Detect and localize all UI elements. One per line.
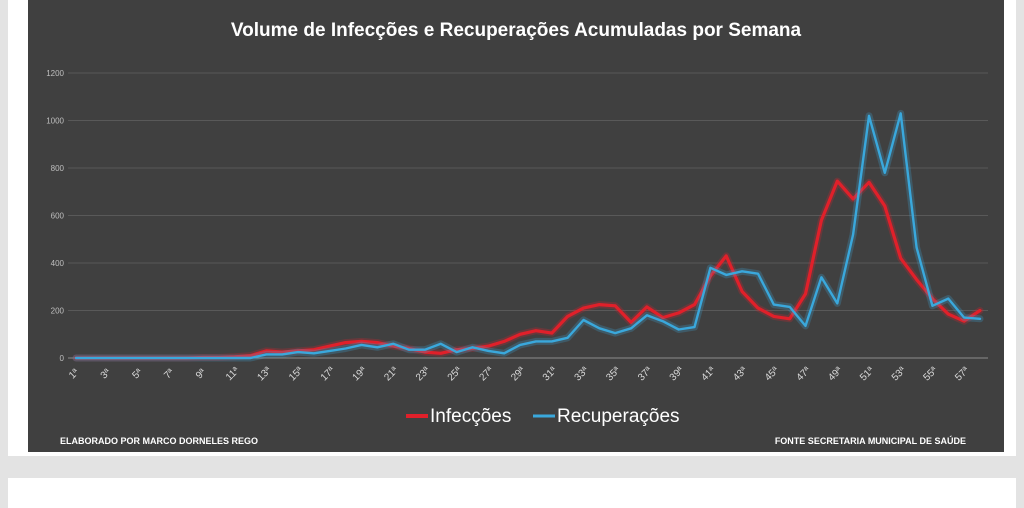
x-tick-label: 19ª bbox=[351, 365, 369, 383]
x-tick-label: 45ª bbox=[763, 365, 781, 383]
chart-panel: Volume de Infecções e Recuperações Acumu… bbox=[28, 0, 1004, 452]
chart-title: Volume de Infecções e Recuperações Acumu… bbox=[230, 20, 802, 41]
x-tick-label: 53ª bbox=[890, 365, 908, 383]
source-credit: FONTE SECRETARIA MUNICIPAL DE SAÚDE bbox=[774, 436, 966, 446]
author-credit: ELABORADO POR MARCO DORNELES REGO bbox=[60, 436, 259, 446]
x-tick-label: 33ª bbox=[573, 365, 591, 383]
x-tick-label: 35ª bbox=[604, 365, 622, 383]
x-tick-label: 27ª bbox=[477, 365, 495, 383]
next-card bbox=[8, 478, 1016, 508]
x-tick-label: 9ª bbox=[194, 367, 209, 382]
x-tick-label: 1ª bbox=[67, 367, 82, 382]
x-tick-label: 29ª bbox=[509, 365, 527, 383]
x-tick-label: 41ª bbox=[699, 365, 717, 383]
series-line-recuperacoes bbox=[74, 112, 982, 360]
x-tick-label: 15ª bbox=[287, 365, 305, 383]
line-chart: 0 200 400 600 800 1000 1200 1ª 3ª 5ª 7ª 9ª 11ª 13ª 15ª… bbox=[46, 69, 988, 427]
x-tick-label: 31ª bbox=[541, 365, 559, 383]
x-tick-label: 3ª bbox=[99, 367, 114, 382]
x-tick-label: 51ª bbox=[858, 365, 876, 383]
x-tick-label: 21ª bbox=[382, 365, 400, 383]
legend-recuperacoes-label: Recuperações bbox=[557, 406, 680, 427]
x-tick-label: 43ª bbox=[731, 365, 749, 383]
x-tick-label: 55ª bbox=[922, 365, 940, 383]
series-glow-1 bbox=[72, 109, 984, 362]
y-tick-label: 200 bbox=[51, 307, 65, 316]
x-tick-label: 23ª bbox=[414, 365, 432, 383]
y-tick-label: 1200 bbox=[46, 69, 64, 78]
y-tick-label: 800 bbox=[51, 164, 65, 173]
y-tick-label: 1000 bbox=[46, 117, 64, 126]
x-tick-label: 37ª bbox=[636, 365, 654, 383]
x-tick-label: 11ª bbox=[224, 365, 242, 383]
x-tick-label: 25ª bbox=[446, 365, 464, 383]
x-tick-label: 7ª bbox=[162, 367, 177, 382]
x-tick-label: 39ª bbox=[668, 365, 686, 383]
x-tick-label: 57ª bbox=[953, 365, 971, 383]
x-tick-label: 47ª bbox=[795, 365, 813, 383]
y-tick-label: 400 bbox=[51, 259, 65, 268]
y-tick-label: 600 bbox=[51, 212, 65, 221]
x-tick-label: 17ª bbox=[319, 365, 337, 383]
x-tick-label: 49ª bbox=[826, 365, 844, 383]
y-tick-label: 0 bbox=[60, 354, 65, 363]
x-tick-label: 5ª bbox=[131, 367, 146, 382]
legend-infeccoes-label: Infecções bbox=[430, 406, 511, 427]
x-tick-label: 13ª bbox=[255, 365, 273, 383]
chart-card: Volume de Infecções e Recuperações Acumu… bbox=[8, 0, 1016, 456]
